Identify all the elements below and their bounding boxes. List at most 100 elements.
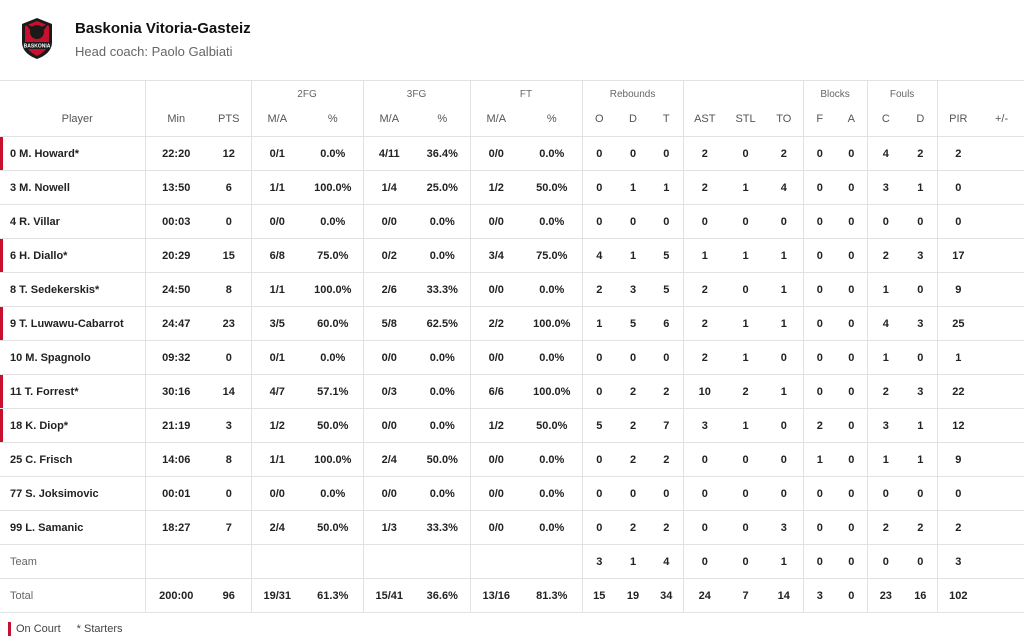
table-row: 0 M. Howard* 22:20 12 0/1 0.0% 4/11 36.4% 0/0 0.…	[0, 136, 1024, 171]
stat-cell: 25	[936, 306, 980, 341]
column-header: TO	[765, 102, 804, 137]
player-name[interactable]: 9 T. Luwawu-Cabarrot	[0, 306, 145, 341]
stat-cell: 75.0%	[522, 238, 583, 273]
stat-cell: 0	[581, 136, 617, 171]
column-header: AST	[682, 102, 727, 137]
stat-cell	[979, 476, 1024, 511]
stat-cell	[303, 544, 364, 579]
stat-cell: 0.0%	[303, 476, 364, 511]
player-name[interactable]: 6 H. Diallo*	[0, 238, 145, 273]
player-name[interactable]: 18 K. Diop*	[0, 408, 145, 443]
player-name[interactable]: 25 C. Frisch	[0, 442, 145, 477]
stat-cell: 0	[836, 272, 868, 307]
table-row: 8 T. Sedekerskis* 24:50 8 1/1 100.0% 2/6 33.3%…	[0, 272, 1024, 307]
stat-cell: 1/2	[469, 170, 523, 205]
stat-cell: 1	[866, 272, 905, 307]
player-name[interactable]: 3 M. Nowell	[0, 170, 145, 205]
stat-cell: 0	[836, 340, 868, 375]
player-name[interactable]: 10 M. Spagnolo	[0, 340, 145, 375]
stat-cell: 0/3	[362, 374, 416, 409]
group-2fg: 2FG	[250, 80, 364, 103]
stat-cell: 34	[650, 578, 684, 613]
stat-cell: 1	[616, 238, 651, 273]
table-row: 18 K. Diop* 21:19 3 1/2 50.0% 0/0 0.0% 1/2 50.0%…	[0, 408, 1024, 443]
head-coach: Head coach: Paolo Galbiati	[75, 44, 233, 59]
stat-cell: 2	[936, 136, 980, 171]
stat-cell: 17	[936, 238, 980, 273]
column-header: C	[866, 102, 905, 137]
stat-cell	[979, 306, 1024, 341]
stat-cell: 100.0%	[522, 306, 583, 341]
stat-cell: 0	[836, 374, 868, 409]
column-header: D	[616, 102, 651, 137]
stat-cell: 20:29	[144, 238, 207, 273]
player-name[interactable]: 8 T. Sedekerskis*	[0, 272, 145, 307]
stat-cell: 2	[682, 306, 727, 341]
stat-cell: 1	[682, 238, 727, 273]
stat-cell: 8	[207, 442, 251, 477]
column-header: %	[303, 102, 364, 137]
stat-cell: 1/4	[362, 170, 416, 205]
stat-cell: 0	[836, 238, 868, 273]
stat-cell: 4	[866, 306, 905, 341]
stat-cell: 0	[726, 442, 766, 477]
stat-cell: 9	[936, 442, 980, 477]
stat-cell: 0/0	[362, 204, 416, 239]
box-score-table: 2FG 3FG FT Rebounds Blocks Fouls Player M…	[0, 80, 1024, 613]
stat-cell: 15	[207, 238, 251, 273]
column-header: Player	[0, 102, 145, 137]
player-name[interactable]: 0 M. Howard*	[0, 136, 145, 171]
stat-cell: 0	[866, 544, 905, 579]
stat-cell: 0/0	[362, 476, 416, 511]
stat-cell	[522, 544, 583, 579]
player-name[interactable]: 4 R. Villar	[0, 204, 145, 239]
stat-cell	[469, 544, 523, 579]
stat-cell: 23	[866, 578, 905, 613]
stat-cell	[979, 510, 1024, 545]
player-name[interactable]: 99 L. Samanic	[0, 510, 145, 545]
stat-cell: 3	[904, 238, 938, 273]
stat-cell: 14	[207, 374, 251, 409]
stat-cell: 25.0%	[415, 170, 471, 205]
column-header: M/A	[362, 102, 416, 137]
stat-cell: 0	[682, 476, 727, 511]
column-header: Min	[144, 102, 207, 137]
stat-cell: 23	[207, 306, 251, 341]
stat-cell: 0.0%	[522, 340, 583, 375]
stat-cell: 1	[581, 306, 617, 341]
stat-cell: 0/1	[250, 340, 303, 375]
stat-cell: 2	[616, 510, 651, 545]
on-court-marker-icon	[8, 622, 11, 636]
stat-cell: 2	[682, 340, 727, 375]
column-header: STL	[726, 102, 766, 137]
stat-cell: 0	[765, 204, 804, 239]
stat-cell: 1	[616, 170, 651, 205]
stat-cell: 81.3%	[522, 578, 583, 613]
stat-cell: 22:20	[144, 136, 207, 171]
stat-cell: 2	[866, 510, 905, 545]
stat-cell: 50.0%	[522, 408, 583, 443]
stat-cell: 0	[616, 340, 651, 375]
svg-text:BASKONIA: BASKONIA	[24, 44, 51, 50]
stat-cell: 0/0	[250, 204, 303, 239]
group-fouls: Fouls	[866, 80, 938, 103]
stat-cell: 0	[581, 476, 617, 511]
column-header: A	[836, 102, 868, 137]
stat-cell: 00:03	[144, 204, 207, 239]
player-name[interactable]: 11 T. Forrest*	[0, 374, 145, 409]
stat-cell: 0	[581, 442, 617, 477]
stat-cell: 1/1	[250, 442, 303, 477]
stat-cell: 0	[682, 544, 727, 579]
stat-cell: 14:06	[144, 442, 207, 477]
player-name[interactable]: 77 S. Joksimovic	[0, 476, 145, 511]
stat-cell: 0	[836, 476, 868, 511]
stat-cell	[979, 136, 1024, 171]
stat-cell	[979, 374, 1024, 409]
stat-cell: 2	[765, 136, 804, 171]
stat-cell: 2	[904, 136, 938, 171]
stat-cell: 2	[581, 272, 617, 307]
stat-cell: 0.0%	[522, 510, 583, 545]
stat-cell: 57.1%	[303, 374, 364, 409]
stat-cell: 0	[726, 204, 766, 239]
stat-cell: 1	[616, 544, 651, 579]
